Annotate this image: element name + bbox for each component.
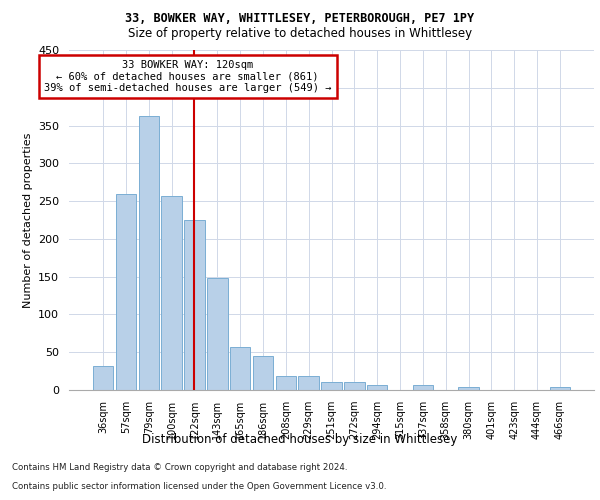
Bar	[458, 387, 479, 390]
Bar	[413, 386, 433, 390]
Text: Contains HM Land Registry data © Crown copyright and database right 2024.: Contains HM Land Registry data © Crown c…	[12, 464, 347, 472]
Bar	[116, 194, 136, 390]
Bar	[550, 387, 570, 390]
Y-axis label: Number of detached properties: Number of detached properties	[23, 132, 32, 308]
Bar	[367, 384, 388, 390]
Bar	[139, 116, 159, 390]
Bar	[207, 278, 227, 390]
Bar	[344, 382, 365, 390]
Bar	[230, 347, 250, 390]
Text: Contains public sector information licensed under the Open Government Licence v3: Contains public sector information licen…	[12, 482, 386, 491]
Text: Distribution of detached houses by size in Whittlesey: Distribution of detached houses by size …	[142, 432, 458, 446]
Text: 33 BOWKER WAY: 120sqm
← 60% of detached houses are smaller (861)
39% of semi-det: 33 BOWKER WAY: 120sqm ← 60% of detached …	[44, 60, 331, 93]
Bar	[298, 376, 319, 390]
Bar	[275, 376, 296, 390]
Bar	[184, 220, 205, 390]
Text: Size of property relative to detached houses in Whittlesey: Size of property relative to detached ho…	[128, 28, 472, 40]
Bar	[161, 196, 182, 390]
Text: 33, BOWKER WAY, WHITTLESEY, PETERBOROUGH, PE7 1PY: 33, BOWKER WAY, WHITTLESEY, PETERBOROUGH…	[125, 12, 475, 26]
Bar	[93, 366, 113, 390]
Bar	[321, 382, 342, 390]
Bar	[253, 356, 273, 390]
